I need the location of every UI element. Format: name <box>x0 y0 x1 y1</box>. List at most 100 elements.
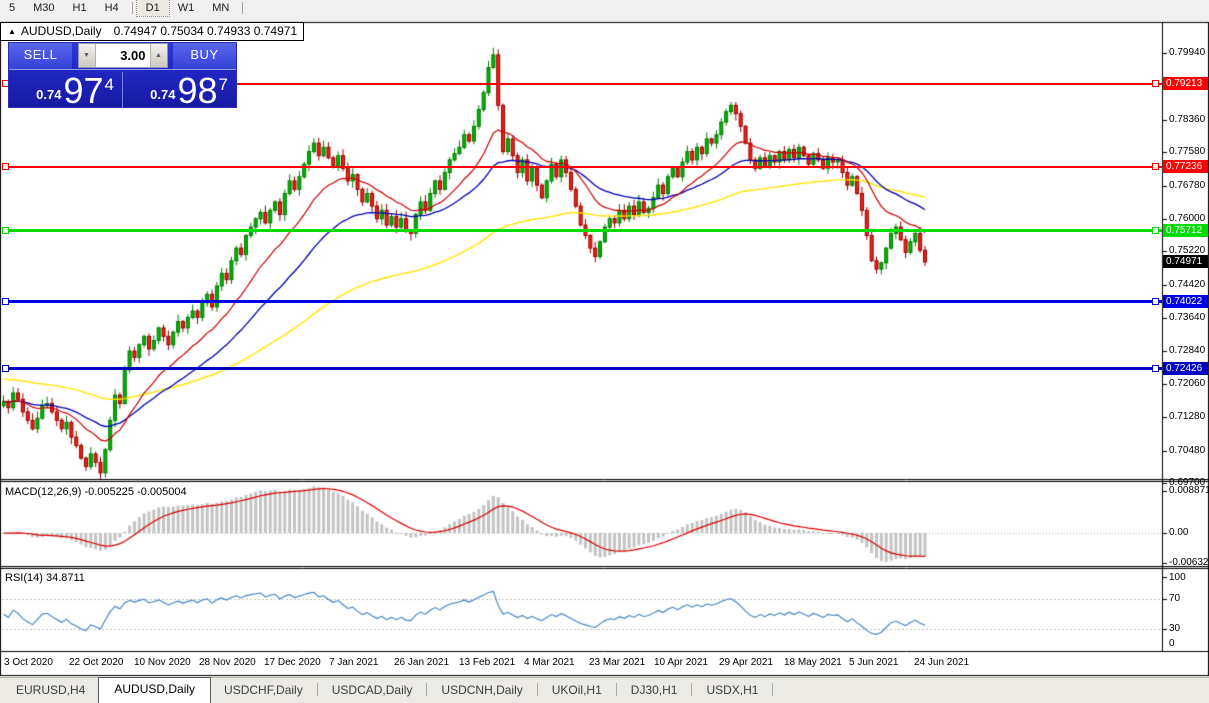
price-badge-0.79213: 0.79213 <box>1163 77 1208 90</box>
line-endpoint-marker[interactable] <box>2 298 9 306</box>
tab-separator <box>316 683 318 696</box>
line-endpoint-marker[interactable] <box>1152 163 1159 171</box>
price-tick-label: 0.74420 <box>1169 279 1206 290</box>
date-tick-label: 4 Mar 2021 <box>524 657 575 668</box>
buy-button[interactable]: BUY <box>173 43 236 69</box>
price-badge-0.75712: 0.75712 <box>1163 224 1208 237</box>
price-tick-label: 0.69700 <box>1169 477 1206 488</box>
macd-tick-label: 0.008871 <box>1169 485 1209 496</box>
one-click-trading-panel: SELL ▼ 3.00 ▲ BUY 0.74974 0.74987 <box>8 42 237 111</box>
date-tick-label: 24 Jun 2021 <box>914 657 970 668</box>
price-tick-label: 0.77580 <box>1169 146 1206 157</box>
hline-0.72426[interactable] <box>2 367 1162 371</box>
price-tick-label: 0.79940 <box>1169 47 1206 58</box>
hline-0.79213[interactable] <box>2 82 1162 85</box>
volume-input[interactable]: 3.00 <box>120 48 146 63</box>
date-tick-label: 17 Dec 2020 <box>264 657 321 668</box>
period-button-M30[interactable]: M30 <box>33 2 55 14</box>
toolbar-separator <box>131 2 133 14</box>
tab-DJ30,H1[interactable]: DJ30,H1 <box>630 683 678 697</box>
line-endpoint-marker[interactable] <box>2 365 9 373</box>
tab-separator <box>691 683 693 696</box>
period-button-H4[interactable]: H4 <box>104 2 119 14</box>
tab-AUDUSD,Daily[interactable]: AUDUSD,Daily <box>98 677 212 703</box>
period-button-W1[interactable]: W1 <box>177 2 195 14</box>
volume-decrease-button[interactable]: ▼ <box>78 44 96 67</box>
rsi-tick-label: 30 <box>1169 623 1181 634</box>
tab-EURUSD,H4[interactable]: EURUSD,H4 <box>16 683 86 697</box>
price-tick-label: 0.78360 <box>1169 114 1206 125</box>
date-tick-label: 23 Mar 2021 <box>589 657 646 668</box>
price-tick-label: 0.70480 <box>1169 445 1206 456</box>
timeframe-toolbar: 5 M30 H1 H4 D1 W1 MN <box>0 0 1209 17</box>
macd-indicator-label: MACD(12,26,9) -0.005225 -0.005004 <box>5 486 187 498</box>
date-tick-label: 7 Jan 2021 <box>329 657 379 668</box>
line-endpoint-marker[interactable] <box>2 163 9 171</box>
date-tick-label: 28 Nov 2020 <box>199 657 256 668</box>
tab-USDCHF,Daily[interactable]: USDCHF,Daily <box>224 683 303 697</box>
period-button-5[interactable]: 5 <box>9 2 16 14</box>
tab-separator <box>772 683 774 696</box>
macd-tick-label: -0.00632 <box>1169 557 1209 568</box>
price-tick-label: 0.73640 <box>1169 312 1206 323</box>
tab-USDX,H1[interactable]: USDX,H1 <box>706 683 759 697</box>
macd-tick-label: 0.00 <box>1169 527 1189 538</box>
price-badge-0.74022: 0.74022 <box>1163 295 1208 308</box>
line-endpoint-marker[interactable] <box>2 227 9 235</box>
sell-button[interactable]: SELL <box>9 43 72 69</box>
price-tick-label: 0.76780 <box>1169 180 1206 191</box>
date-tick-label: 10 Apr 2021 <box>654 657 708 668</box>
rsi-tick-label: 70 <box>1169 593 1181 604</box>
collapse-triangle-icon[interactable]: ▲ <box>8 27 16 36</box>
chart-tab-bar: EURUSD,H4 AUDUSD,Daily USDCHF,Daily USDCAD,… <box>0 677 1209 703</box>
price-badge-0.77236: 0.77236 <box>1163 160 1208 173</box>
tab-separator <box>426 683 428 696</box>
date-tick-label: 22 Oct 2020 <box>69 657 124 668</box>
triangle-down-icon: ▼ <box>83 52 90 59</box>
line-endpoint-marker[interactable] <box>1152 80 1159 88</box>
price-badge-0.72426: 0.72426 <box>1163 362 1208 375</box>
rsi-indicator-label: RSI(14) 34.8711 <box>5 572 85 584</box>
rsi-tick-label: 100 <box>1169 572 1186 583</box>
triangle-up-icon: ▲ <box>155 52 162 59</box>
hline-0.77236[interactable] <box>2 165 1162 168</box>
period-button-D1[interactable]: D1 <box>135 0 170 17</box>
price-divider <box>122 72 123 108</box>
tab-USDCNH,Daily[interactable]: USDCNH,Daily <box>441 683 523 697</box>
current-price-badge: 0.74971 <box>1163 255 1208 268</box>
price-tick-label: 0.76000 <box>1169 213 1206 224</box>
date-tick-label: 29 Apr 2021 <box>719 657 773 668</box>
period-button-MN[interactable]: MN <box>212 2 230 14</box>
volume-stepper: ▼ 3.00 ▲ <box>77 43 168 68</box>
date-tick-label: 10 Nov 2020 <box>134 657 191 668</box>
tab-separator <box>615 683 617 696</box>
tab-UKOil,H1[interactable]: UKOil,H1 <box>551 683 602 697</box>
tab-USDCAD,Daily[interactable]: USDCAD,Daily <box>331 683 413 697</box>
date-tick-label: 3 Oct 2020 <box>4 657 53 668</box>
price-tick-label: 0.71280 <box>1169 411 1206 422</box>
line-endpoint-marker[interactable] <box>1152 298 1159 306</box>
line-endpoint-marker[interactable] <box>1152 227 1159 235</box>
period-button-H1[interactable]: H1 <box>72 2 87 14</box>
date-tick-label: 26 Jan 2021 <box>394 657 450 668</box>
price-tick-label: 0.75220 <box>1169 245 1206 256</box>
chart-title-bar: ▲ AUDUSD,Daily 0.74947 0.75034 0.74933 0.7… <box>0 22 304 41</box>
rsi-tick-label: 0 <box>1169 638 1175 649</box>
chart-symbol-period: AUDUSD,Daily <box>20 24 102 38</box>
date-tick-label: 13 Feb 2021 <box>459 657 516 668</box>
sell-price[interactable]: 0.74974 <box>36 70 114 111</box>
hline-0.75712[interactable] <box>2 229 1162 233</box>
tab-separator <box>536 683 538 696</box>
date-tick-label: 18 May 2021 <box>784 657 842 668</box>
hline-0.74022[interactable] <box>2 300 1162 304</box>
date-tick-label: 5 Jun 2021 <box>849 657 899 668</box>
buy-price[interactable]: 0.74987 <box>150 70 228 111</box>
toolbar-separator <box>242 2 244 14</box>
price-tick-label: 0.72840 <box>1169 345 1206 356</box>
chart-ohlc-values: 0.74947 0.75034 0.74933 0.74971 <box>113 24 298 38</box>
line-endpoint-marker[interactable] <box>1152 365 1159 373</box>
volume-increase-button[interactable]: ▲ <box>149 44 167 67</box>
price-tick-label: 0.72060 <box>1169 378 1206 389</box>
